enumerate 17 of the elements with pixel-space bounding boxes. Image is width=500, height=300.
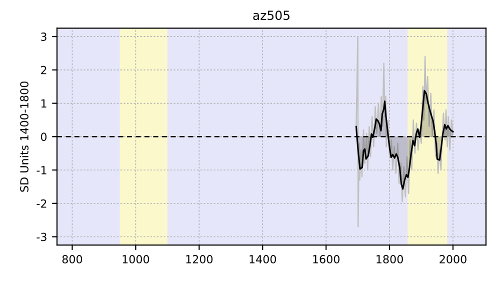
y-tick-label: -1 (36, 166, 46, 174)
x-tick-label: 800 (62, 255, 82, 264)
x-tick-label: 1600 (313, 255, 340, 264)
y-tick-label: 3 (41, 32, 46, 41)
y-tick-label: -3 (36, 232, 46, 242)
y-tick-label: 0 (40, 132, 47, 142)
y-tick-label: 2 (41, 66, 46, 74)
x-tick-label: 1800 (376, 255, 403, 264)
x-tick-label: 2000 (440, 255, 466, 264)
line-series (356, 36, 454, 228)
y-tick-label: 1 (41, 99, 46, 108)
x-tick-label: 1000 (122, 255, 150, 264)
x-tick-label: 1400 (250, 255, 276, 264)
x-tick-label: 1200 (186, 255, 213, 264)
chart-title: az505 (253, 10, 290, 20)
y-tick-label: -2 (36, 199, 46, 208)
y-axis-title: SD Units 1400-1800 (20, 82, 28, 192)
